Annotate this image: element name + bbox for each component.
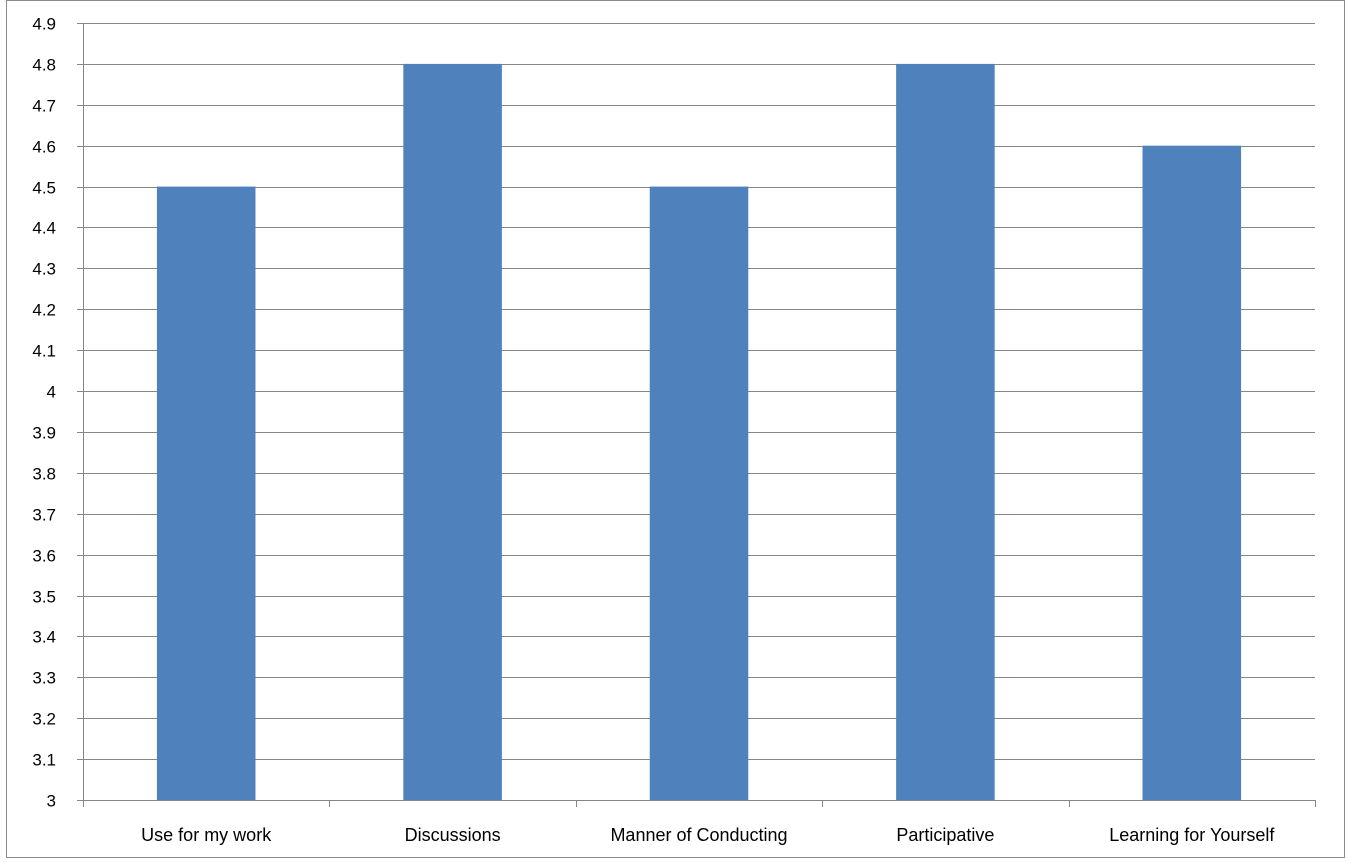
y-tick-label: 3.2 bbox=[32, 710, 56, 729]
x-tick-label: Discussions bbox=[405, 825, 501, 845]
x-tick-label: Use for my work bbox=[141, 825, 272, 845]
axes bbox=[77, 23, 1316, 807]
x-tick-label: Participative bbox=[896, 825, 994, 845]
bar-2 bbox=[649, 186, 749, 800]
bar-4 bbox=[1142, 145, 1242, 800]
bars bbox=[156, 63, 1242, 801]
bar-1 bbox=[403, 63, 502, 801]
y-tick-label: 3.9 bbox=[32, 424, 56, 443]
y-tick-label: 3.6 bbox=[32, 547, 56, 566]
y-tick-label: 3.1 bbox=[32, 751, 56, 770]
x-tick-label: Learning for Yourself bbox=[1109, 825, 1275, 845]
y-tick-labels: 3 3.1 3.2 3.3 3.4 3.5 3.6 3.7 3.8 3.9 4 4.1 4.2 4.3 4.… bbox=[32, 15, 56, 811]
y-tick-label: 4.4 bbox=[32, 219, 56, 238]
y-tick-label: 4.9 bbox=[32, 15, 56, 34]
bar-3 bbox=[896, 63, 995, 801]
y-tick-label: 3.7 bbox=[32, 506, 56, 525]
x-tick-label: Manner of Conducting bbox=[610, 825, 787, 845]
x-tick-labels: Use for my work Discussions Manner of Cond… bbox=[141, 825, 1275, 845]
y-tick-label: 4.1 bbox=[32, 342, 56, 361]
y-tick-label: 3 bbox=[47, 792, 56, 811]
y-tick-label: 3.3 bbox=[32, 669, 56, 688]
y-tick-label: 4.2 bbox=[32, 301, 56, 320]
y-tick-label: 4 bbox=[47, 383, 56, 402]
bar-0 bbox=[156, 186, 256, 800]
y-tick-label: 4.6 bbox=[32, 138, 56, 157]
y-tick-label: 4.8 bbox=[32, 56, 56, 75]
y-tick-label: 4.3 bbox=[32, 260, 56, 279]
y-tick-label: 4.5 bbox=[32, 179, 56, 198]
y-tick-label: 3.5 bbox=[32, 588, 56, 607]
y-tick-label: 3.8 bbox=[32, 465, 56, 484]
y-tick-label: 3.4 bbox=[32, 628, 56, 647]
y-tick-label: 4.7 bbox=[32, 97, 56, 116]
